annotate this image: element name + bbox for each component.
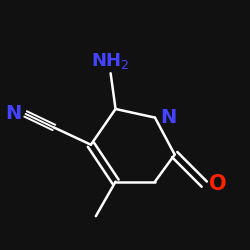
Text: O: O [209, 174, 226, 194]
Text: N: N [160, 108, 177, 127]
Text: NH$_2$: NH$_2$ [91, 51, 130, 71]
Text: N: N [5, 104, 21, 124]
